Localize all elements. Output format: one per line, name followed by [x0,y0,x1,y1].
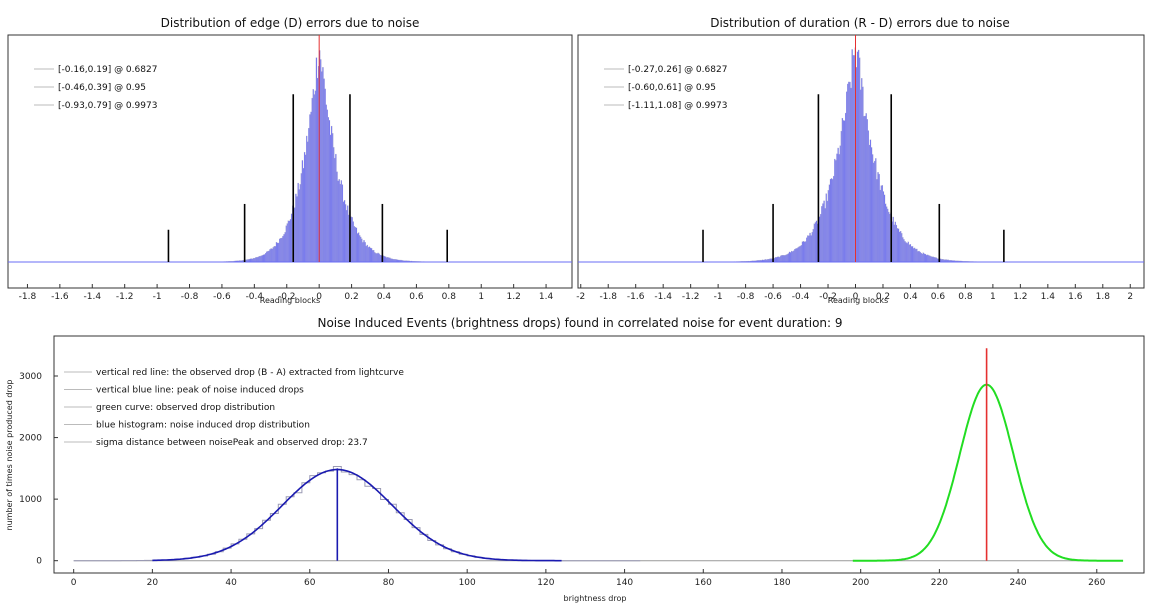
plot-frame [577,34,1145,289]
x-tick-label: -0.8 [737,292,755,302]
duration-plot-area: -2 -1.8 -1.6 -1.4 -1.2 -1 -0.8 -0.6 -0.4 -0.2 0 0.2… [576,34,1145,302]
legend-entry: [-0.27,0.26] @ 0.6827 [628,65,727,75]
x-tick-label: 0.8 [442,292,457,302]
legend-entry: [-0.46,0.39] @ 0.95 [58,83,146,93]
x-tick-label: 0 [71,578,77,588]
x-tick-label: -1.8 [599,292,617,302]
x-tick-label: -0.4 [792,292,810,302]
noise-chart-xlabel: brightness drop [564,594,627,603]
legend-entry: [-0.60,0.61] @ 0.95 [628,83,716,93]
x-tick-label: 220 [931,578,948,588]
blue-fit-curve [152,468,562,562]
x-tick-label: -2 [576,292,585,302]
x-tick-label: 100 [459,578,476,588]
x-tick-label: -1.6 [51,292,69,302]
legend-entry: green curve: observed drop distribution [96,403,275,413]
x-tick-label: 0.6 [409,292,424,302]
x-tick-label: -1.4 [654,292,672,302]
x-tick-label: 0.4 [377,292,392,302]
x-tick-label: 0.4 [903,292,918,302]
x-tick-label: -0.2 [278,292,296,302]
x-tick-label: 0 [316,292,322,302]
legend-entry: vertical blue line: peak of noise induce… [96,386,304,396]
noise-chart-title: Noise Induced Events (brightness drops) … [317,316,842,330]
x-tick-label: 0.2 [876,292,890,302]
x-tick-label: 1.4 [539,292,554,302]
plot-frame [53,335,1145,574]
x-tick-label: 80 [383,578,395,588]
x-tick-label: -0.8 [181,292,199,302]
x-tick-label: -1.2 [682,292,700,302]
x-tick-label: 0.8 [958,292,973,302]
x-tick-label: 2 [1127,292,1133,302]
y-tick-label: 2000 [19,434,42,444]
legend-entry: vertical red line: the observed drop (B … [96,368,404,378]
y-tick-label: 3000 [19,372,42,382]
duration-chart-xlabel: Reading blocks [828,296,888,305]
x-tick-label: -1.6 [627,292,645,302]
x-tick-label: -1 [714,292,723,302]
x-tick-label: 0.2 [344,292,358,302]
x-tick-label: 1 [990,292,996,302]
edge-chart-title: Distribution of edge (D) errors due to n… [161,16,420,30]
x-tick-label: 200 [852,578,869,588]
duration-chart-title: Distribution of duration (R - D) errors … [710,16,1010,30]
legend-entry: [-1.11,1.08] @ 0.9973 [628,101,727,111]
y-tick-label: 1000 [19,495,42,505]
x-tick-label: 260 [1088,578,1105,588]
x-tick-label: 1.4 [1041,292,1056,302]
x-tick-label: 160 [695,578,712,588]
x-tick-label: 60 [304,578,316,588]
x-tick-label: -1.8 [19,292,37,302]
x-tick-label: 0.6 [931,292,946,302]
legend-entry: [-0.93,0.79] @ 0.9973 [58,101,157,111]
green-observed-curve [852,383,1124,562]
y-tick-label: 0 [36,557,42,567]
edge-plot-area: -1.8 -1.6 -1.4 -1.2 -1 -0.8 -0.6 -0.4 -0.2 0 0.2 0.… [7,34,573,302]
x-tick-label: 1.2 [506,292,520,302]
blue-histogram-steps [73,466,641,562]
legend-entry: blue histogram: noise induced drop distr… [96,421,310,431]
x-tick-label: 1.2 [1013,292,1027,302]
x-tick-label: 1.8 [1096,292,1111,302]
x-tick-label: 40 [225,578,237,588]
x-tick-label: 140 [616,578,633,588]
x-tick-label: 120 [537,578,554,588]
legend-entry: [-0.16,0.19] @ 0.6827 [58,65,157,75]
x-tick-label: 1 [478,292,484,302]
x-tick-label: 180 [773,578,790,588]
x-tick-label: 0 [853,292,859,302]
plot-frame [7,34,573,289]
x-tick-label: -0.4 [246,292,264,302]
x-tick-label: -0.6 [764,292,782,302]
legend-entry: sigma distance between noisePeak and obs… [96,438,368,448]
edge-chart-xlabel: Reading blocks [260,296,320,305]
x-tick-label: -0.2 [819,292,837,302]
x-tick-label: 240 [1009,578,1026,588]
x-tick-label: -1.4 [83,292,101,302]
x-tick-label: -0.6 [213,292,231,302]
noise-plot-area: 0 20 40 60 80 100 120 140 160 180 200 220 240 260 0 100… [19,335,1145,588]
x-tick-label: -1.2 [116,292,134,302]
x-tick-label: -1 [153,292,162,302]
x-tick-label: 20 [147,578,159,588]
x-tick-label: 1.6 [1068,292,1083,302]
noise-chart-ylabel: number of times noise produced drop [5,380,14,531]
